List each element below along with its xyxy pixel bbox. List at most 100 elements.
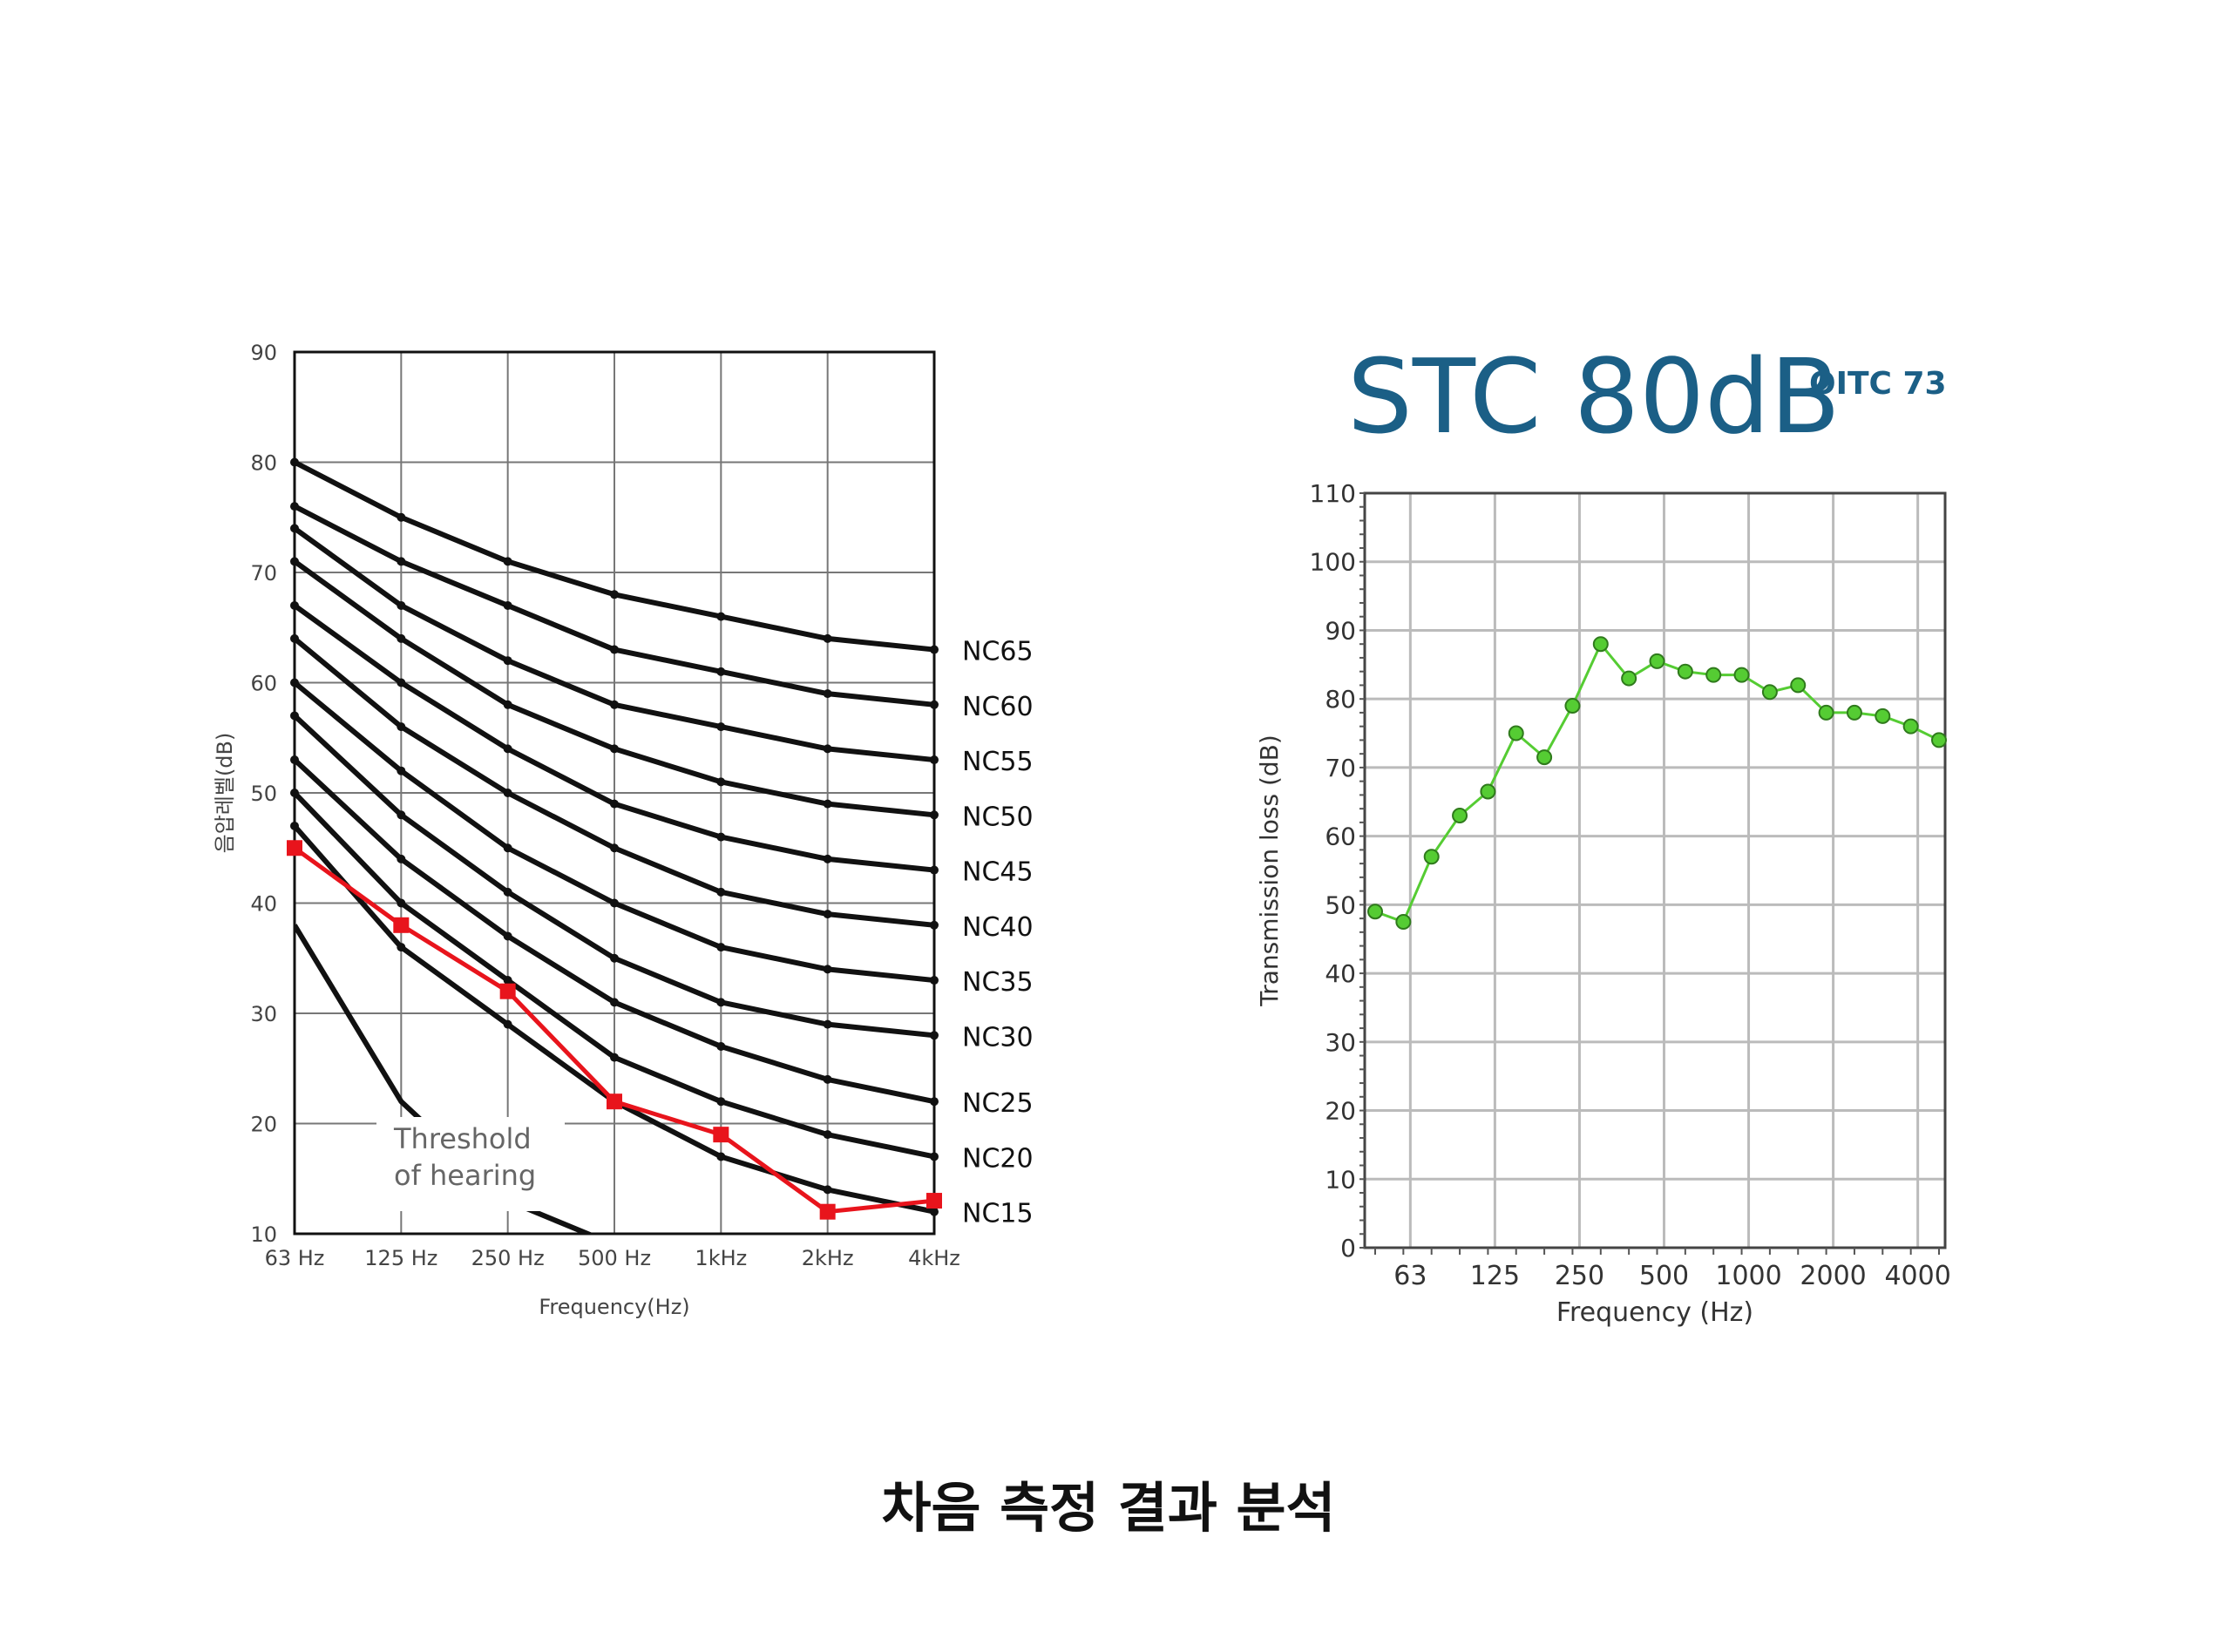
nc-curve-point bbox=[716, 887, 726, 897]
measured-point bbox=[607, 1093, 622, 1110]
nc-curve-point bbox=[397, 854, 406, 863]
nc-curve-point bbox=[397, 512, 406, 522]
y-tick-label: 10 bbox=[1325, 1165, 1356, 1194]
nc-curve-point bbox=[290, 600, 299, 610]
nc-curve-point bbox=[823, 689, 832, 699]
nc-curve-label: NC35 bbox=[962, 967, 1034, 998]
transmission-loss-point bbox=[1592, 636, 1609, 653]
nc-curve-point bbox=[503, 887, 512, 897]
nc-curve-label: NC65 bbox=[962, 637, 1034, 667]
transmission-loss-point bbox=[1649, 653, 1665, 669]
transmission-loss-point bbox=[1536, 749, 1553, 766]
x-tick-label: 4000 bbox=[1884, 1261, 1950, 1291]
y-tick-label: 30 bbox=[250, 1002, 277, 1026]
transmission-loss-point bbox=[1761, 684, 1778, 701]
nc-curve-point bbox=[930, 1152, 939, 1161]
nc-curve-point bbox=[290, 557, 299, 566]
x-tick-label: 500 Hz bbox=[578, 1246, 651, 1270]
y-tick-label: 90 bbox=[1325, 616, 1356, 645]
nc-curve-point bbox=[610, 898, 619, 908]
nc-curve-point bbox=[930, 755, 939, 765]
nc-curve-point bbox=[823, 965, 832, 974]
annotation-background bbox=[376, 1117, 565, 1211]
nc-curve-point bbox=[290, 821, 299, 830]
nc-curve-point bbox=[930, 810, 939, 820]
nc-curve-point bbox=[503, 976, 512, 985]
nc-curve-point bbox=[610, 590, 619, 599]
y-tick-label: 60 bbox=[1325, 823, 1356, 851]
nc-curve-point bbox=[716, 1152, 726, 1161]
transmission-loss-point bbox=[1705, 667, 1722, 683]
y-tick-label: 70 bbox=[1325, 754, 1356, 782]
nc-curve-point bbox=[397, 810, 406, 820]
y-tick-label: 50 bbox=[1325, 890, 1356, 919]
measured-point bbox=[713, 1127, 729, 1143]
nc-curve-point bbox=[930, 1207, 939, 1216]
y-tick-label: 0 bbox=[1340, 1234, 1356, 1263]
y-tick-label: 20 bbox=[1325, 1097, 1356, 1126]
nc-curve-point bbox=[397, 633, 406, 643]
threshold-annotation: Threshold bbox=[393, 1122, 532, 1155]
y-tick-label: 60 bbox=[250, 672, 277, 696]
nc-curve-point bbox=[716, 998, 726, 1007]
nc-curve-label: NC45 bbox=[962, 857, 1034, 888]
measured-point bbox=[393, 917, 410, 933]
nc-curve-point bbox=[823, 1019, 832, 1029]
nc-curve-point bbox=[290, 502, 299, 511]
nc-curve-point bbox=[397, 600, 406, 610]
transmission-loss-point bbox=[1395, 914, 1412, 931]
y-tick-label: 100 bbox=[1310, 548, 1356, 577]
nc-curve-point bbox=[823, 1130, 832, 1140]
nc-curve-point bbox=[610, 1053, 619, 1062]
transmission-loss-point bbox=[1875, 708, 1891, 724]
y-tick-label: 110 bbox=[1310, 479, 1356, 508]
nc-curve-point bbox=[823, 1185, 832, 1195]
y-tick-label: 40 bbox=[250, 892, 277, 917]
plot-background bbox=[1365, 493, 1945, 1248]
y-tick-label: 90 bbox=[250, 341, 277, 365]
plot-frame bbox=[1363, 491, 1947, 1249]
nc-curve-point bbox=[716, 667, 726, 676]
measured-point bbox=[926, 1193, 942, 1209]
nc-curve-point bbox=[503, 744, 512, 754]
nc-curve-label: NC40 bbox=[962, 912, 1034, 943]
transmission-loss-point bbox=[1733, 667, 1750, 683]
transmission-loss-point bbox=[1677, 663, 1693, 680]
nc-curve-point bbox=[610, 998, 619, 1007]
nc-curve-point bbox=[930, 645, 939, 654]
nc-curve-label: NC15 bbox=[962, 1199, 1034, 1229]
y-tick-label: 50 bbox=[250, 782, 277, 806]
threshold-annotation: of hearing bbox=[394, 1159, 536, 1192]
nc-curve-point bbox=[397, 943, 406, 952]
nc-curve-point bbox=[290, 678, 299, 687]
nc-curve-point bbox=[610, 700, 619, 709]
nc-curve-point bbox=[290, 524, 299, 533]
x-axis-title: Frequency(Hz) bbox=[539, 1295, 689, 1319]
nc-curve-point bbox=[716, 612, 726, 621]
x-tick-label: 63 bbox=[1393, 1261, 1427, 1291]
nc-curve-point bbox=[716, 943, 726, 952]
measured-point bbox=[819, 1203, 836, 1220]
transmission-loss-point bbox=[1902, 718, 1919, 735]
nc-curve-point bbox=[716, 777, 726, 787]
nc-curve-point bbox=[610, 799, 619, 809]
nc-curve-point bbox=[930, 1031, 939, 1040]
nc-curve-label: NC20 bbox=[962, 1143, 1034, 1174]
nc-curve-point bbox=[503, 557, 512, 566]
nc-curve-point bbox=[823, 799, 832, 809]
nc-curve-point bbox=[397, 898, 406, 908]
transmission-loss-point bbox=[1790, 677, 1807, 694]
nc-curve-point bbox=[823, 854, 832, 863]
x-tick-label: 500 bbox=[1639, 1261, 1689, 1291]
nc-curve-point bbox=[716, 1041, 726, 1051]
x-tick-label: 2000 bbox=[1800, 1261, 1866, 1291]
y-tick-label: 70 bbox=[250, 561, 277, 586]
nc-curve-point bbox=[610, 744, 619, 754]
x-tick-label: 125 bbox=[1470, 1261, 1520, 1291]
nc-curve-label: NC50 bbox=[962, 802, 1034, 832]
nc-curve-point bbox=[610, 645, 619, 654]
measured-point bbox=[499, 983, 516, 999]
nc-curve-point bbox=[397, 766, 406, 775]
measured-point bbox=[287, 840, 302, 856]
